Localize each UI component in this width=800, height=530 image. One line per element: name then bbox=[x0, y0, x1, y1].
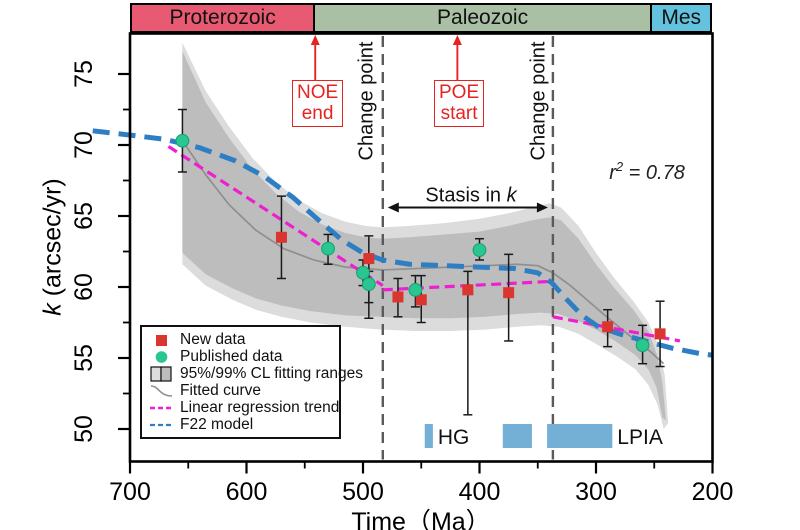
circle-legend-glyph bbox=[149, 349, 175, 365]
noe-end-line1: NOE bbox=[297, 82, 339, 103]
poe-start-line2: start bbox=[440, 103, 478, 125]
x-tick-label: 600 bbox=[226, 478, 268, 506]
new-data-point bbox=[654, 328, 666, 340]
legend-item-label: New data bbox=[180, 331, 246, 348]
stasis-arrowhead-right bbox=[536, 202, 548, 213]
new-data-point bbox=[363, 253, 375, 265]
new-data-point bbox=[462, 284, 474, 296]
published-data-point bbox=[472, 243, 487, 257]
y-tick-label: 75 bbox=[70, 60, 98, 88]
regression-line-segment-1 bbox=[167, 145, 384, 287]
new-data-point bbox=[503, 287, 515, 299]
annotation-arrowhead bbox=[310, 35, 320, 45]
y-tick-label: 65 bbox=[70, 202, 98, 230]
stasis-text: Stasis in bbox=[425, 184, 507, 207]
stasis-k: k bbox=[506, 184, 517, 207]
x-tick-label: 300 bbox=[575, 478, 617, 506]
y-tick-label: 55 bbox=[70, 344, 98, 372]
new-data-point bbox=[415, 294, 427, 306]
published-data-point bbox=[321, 241, 335, 256]
r-squared-value: r2 = 0.78 bbox=[609, 159, 685, 184]
dash-blue-legend-glyph bbox=[149, 417, 175, 433]
legend-item-label: Published data bbox=[180, 348, 283, 365]
era-segment-mes: Mes bbox=[649, 3, 713, 33]
f22-model-line bbox=[92, 128, 713, 358]
change-point-label-2: Change point bbox=[527, 41, 550, 161]
poe-start-line1: POE bbox=[439, 82, 480, 103]
y-tick-label: 50 bbox=[70, 415, 98, 443]
stasis-arrowhead-left bbox=[387, 202, 399, 213]
published-data-point bbox=[175, 133, 190, 148]
noe-end-line2: end bbox=[301, 103, 334, 125]
dash-magenta-legend-glyph bbox=[149, 400, 175, 416]
legend-item-linear-regression-trend: Linear regression trend bbox=[149, 399, 339, 416]
legend-item-label: Linear regression trend bbox=[180, 399, 340, 416]
legend-item-95-99-cl-fitting-ranges: 95%/99% CL fitting ranges bbox=[149, 365, 363, 382]
legend-item-new-data: New data bbox=[149, 331, 333, 348]
poe-start-annotation: POE start bbox=[434, 80, 485, 127]
legend: New data Published data 95%/99% CL fitting… bbox=[140, 325, 363, 439]
y-tick-label: 60 bbox=[70, 273, 98, 301]
x-tick-label: 400 bbox=[459, 478, 501, 506]
stasis-annotation: Stasis in k bbox=[425, 185, 516, 208]
annotation-arrowhead bbox=[452, 35, 462, 45]
band-legend-glyph bbox=[149, 366, 175, 382]
confidence-band-99 bbox=[182, 42, 669, 430]
x-axis-title: Time（Ma） bbox=[351, 508, 491, 530]
x-tick-label: 200 bbox=[692, 478, 734, 506]
published-data-point bbox=[408, 282, 423, 297]
fitted-curve-line bbox=[181, 140, 665, 365]
published-data-point bbox=[635, 338, 650, 353]
new-data-point bbox=[392, 291, 404, 303]
x-axis-ticks bbox=[128, 461, 714, 474]
published-data-point bbox=[356, 265, 370, 280]
new-data-point bbox=[275, 231, 287, 243]
legend-item-label: F22 model bbox=[180, 416, 254, 433]
glaciation-label-lpia: LPIA bbox=[617, 426, 663, 449]
era-segment-paleozoic: Paleozoic bbox=[313, 3, 652, 33]
legend-item-label: 95%/99% CL fitting ranges bbox=[180, 365, 363, 382]
y-axis-title: k (arcsec/yr) bbox=[38, 178, 67, 316]
legend-item-published-data: Published data bbox=[149, 348, 333, 365]
glaciation-label-hg: HG bbox=[438, 426, 470, 449]
change-point-label-1: Change point bbox=[355, 41, 378, 161]
x-tick-label: 500 bbox=[342, 478, 384, 506]
legend-item-label: Fitted curve bbox=[180, 382, 261, 399]
era-segment-proterozoic: Proterozoic bbox=[130, 3, 316, 33]
x-tick-label: 700 bbox=[109, 478, 151, 506]
published-data-point bbox=[361, 277, 376, 292]
new-data-point bbox=[602, 321, 614, 333]
regression-line-segment-3 bbox=[552, 315, 681, 343]
y-tick-label: 70 bbox=[70, 131, 98, 159]
legend-item-fitted-curve: Fitted curve bbox=[149, 382, 333, 399]
noe-end-annotation: NOE end bbox=[292, 80, 344, 127]
glaciation-bar bbox=[502, 424, 532, 448]
square-legend-glyph bbox=[149, 332, 175, 348]
glaciation-bar-lpia bbox=[547, 424, 613, 448]
y-axis-ticks bbox=[118, 72, 130, 431]
legend-item-f22-model: F22 model bbox=[149, 416, 333, 433]
glaciation-bar-hg bbox=[424, 424, 433, 448]
curve-legend-glyph bbox=[149, 383, 175, 399]
